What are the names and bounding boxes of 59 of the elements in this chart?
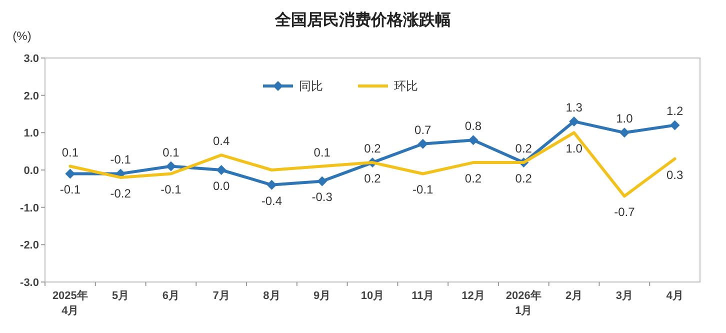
data-label: 0.2 <box>364 142 382 156</box>
point <box>619 128 630 138</box>
data-label: 0.4 <box>213 134 230 148</box>
x-tick-label: 2月 <box>565 290 583 302</box>
data-label: 0.7 <box>414 122 432 137</box>
x-tick-label: 6月 <box>162 290 180 302</box>
x-tick-label: 10月 <box>360 290 384 302</box>
x-tick-label: 8月 <box>263 290 280 302</box>
point <box>418 138 428 149</box>
point <box>468 135 478 146</box>
data-label: 1.0 <box>566 142 583 156</box>
data-label: -0.3 <box>312 190 333 204</box>
data-label: -0.1 <box>160 182 182 197</box>
y-tick-label: 2.0 <box>24 90 39 102</box>
y-tick-label: -2.0 <box>20 240 39 252</box>
data-label: 1.3 <box>566 100 583 114</box>
x-tick-label: 2026年 1月 <box>506 289 542 317</box>
data-label: -0.1 <box>60 182 81 197</box>
x-tick-label: 2025年 4月 <box>52 289 88 317</box>
data-label: -0.1 <box>412 182 434 197</box>
data-label: -0.2 <box>110 186 132 200</box>
point <box>266 180 277 190</box>
data-label: -0.4 <box>261 194 282 208</box>
y-tick-label: -1.0 <box>20 202 39 214</box>
data-label: 0.2 <box>364 172 382 186</box>
legend-label: 同比 <box>299 79 323 93</box>
legend-label: 环比 <box>394 79 418 93</box>
point <box>65 168 76 179</box>
x-tick-label: 9月 <box>314 290 331 302</box>
y-tick-label: 1.0 <box>24 128 39 140</box>
data-label: 0.1 <box>314 145 331 160</box>
data-label: 0.3 <box>666 168 684 182</box>
data-label: 0.2 <box>515 142 532 156</box>
data-label: 1.0 <box>616 112 634 126</box>
x-tick-label: 4月 <box>666 290 684 302</box>
data-label: 0.1 <box>62 145 79 160</box>
x-tick-label: 7月 <box>212 290 230 302</box>
y-axis-title: (%) <box>12 29 32 43</box>
x-tick-label: 11月 <box>412 290 434 302</box>
y-tick-label: 3.0 <box>24 53 39 65</box>
point <box>670 120 680 130</box>
data-label: -0.7 <box>614 205 636 220</box>
data-label: 1.2 <box>666 104 684 118</box>
point <box>166 161 176 172</box>
point <box>317 176 328 186</box>
data-label: -0.1 <box>110 152 132 167</box>
data-label: 0.2 <box>515 172 532 186</box>
data-label: 0.2 <box>464 172 482 186</box>
x-tick-label: 5月 <box>112 290 130 302</box>
x-tick-label: 12月 <box>462 290 485 302</box>
data-label: 0.8 <box>464 119 482 134</box>
data-label: 0.0 <box>213 179 230 193</box>
point <box>569 116 580 126</box>
y-tick-label: 0.0 <box>24 165 39 177</box>
point <box>216 165 226 175</box>
y-tick-label: -3.0 <box>20 277 39 289</box>
chart-title: 全国居民消费价格涨跌幅 <box>274 11 451 29</box>
data-label: 0.1 <box>162 145 180 160</box>
x-tick-label: 3月 <box>616 290 633 302</box>
